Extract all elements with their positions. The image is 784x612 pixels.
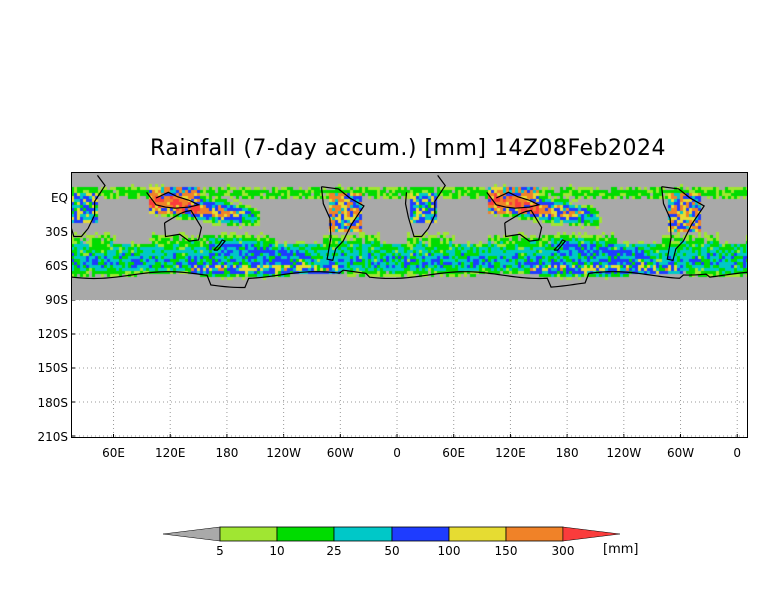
coastline-maritime-continent [146, 191, 201, 209]
colorbar-min-triangle [162, 526, 221, 542]
coastline-africa [404, 174, 446, 238]
plot-title: Rainfall (7-day accum.) [mm] 14Z08Feb202… [150, 136, 666, 161]
x-tick-label: 120W [606, 446, 642, 460]
colorbar-max-triangle [562, 526, 621, 542]
x-tick-label: 120W [266, 446, 302, 460]
colorbar-label: 10 [269, 544, 285, 558]
plot-frame [71, 172, 748, 438]
coastlines [71, 174, 748, 289]
colorbar-box [448, 526, 507, 542]
y-tick-label: 90S [45, 293, 68, 307]
x-tick-label: 180 [555, 446, 579, 460]
x-tick-label: 0 [393, 446, 401, 460]
x-tick-label: 120E [495, 446, 526, 460]
colorbar-box [391, 526, 450, 542]
x-tick-label: 120E [154, 446, 186, 460]
colorbar-box [219, 526, 278, 542]
x-tick-label: 60E [102, 446, 125, 460]
coastline-new-zealand [213, 239, 227, 251]
colorbar-box [333, 526, 393, 542]
colorbar-box [505, 526, 564, 542]
colorbar-label: 100 [437, 544, 461, 558]
coastline-south-america [661, 186, 706, 262]
y-tick-label: 150S [37, 361, 68, 375]
x-tick-label: 180 [215, 446, 239, 460]
rainfall-field [71, 172, 748, 300]
y-tick-label: 180S [37, 396, 68, 410]
y-tick-label: 30S [45, 225, 68, 239]
colorbar-label: 300 [551, 544, 575, 558]
coastline-australia [504, 209, 543, 242]
y-tick-label: 120S [37, 327, 68, 341]
colorbar-label: 50 [384, 544, 400, 558]
colorbar-unit: [mm] [603, 542, 639, 557]
x-tick-label: 0 [733, 446, 742, 460]
coastline-antarctica [71, 269, 748, 289]
coastline-maritime-continent [486, 191, 541, 209]
x-tick-label: 60W [666, 446, 695, 460]
colorbar-label: 5 [216, 544, 224, 558]
coastline-australia [163, 209, 203, 242]
y-tick-label: EQ [50, 191, 68, 205]
colorbar-label: 25 [326, 544, 342, 558]
x-tick-label: 60E [442, 446, 466, 460]
coastline-new-zealand [553, 239, 567, 251]
y-tick-label: 60S [45, 259, 68, 273]
coastline-south-america [320, 186, 365, 262]
coastline-africa [71, 174, 106, 238]
y-tick-label: 210S [37, 430, 68, 444]
colorbar-label: 150 [494, 544, 518, 558]
colorbar-box [276, 526, 335, 542]
x-tick-label: 60W [326, 446, 354, 460]
